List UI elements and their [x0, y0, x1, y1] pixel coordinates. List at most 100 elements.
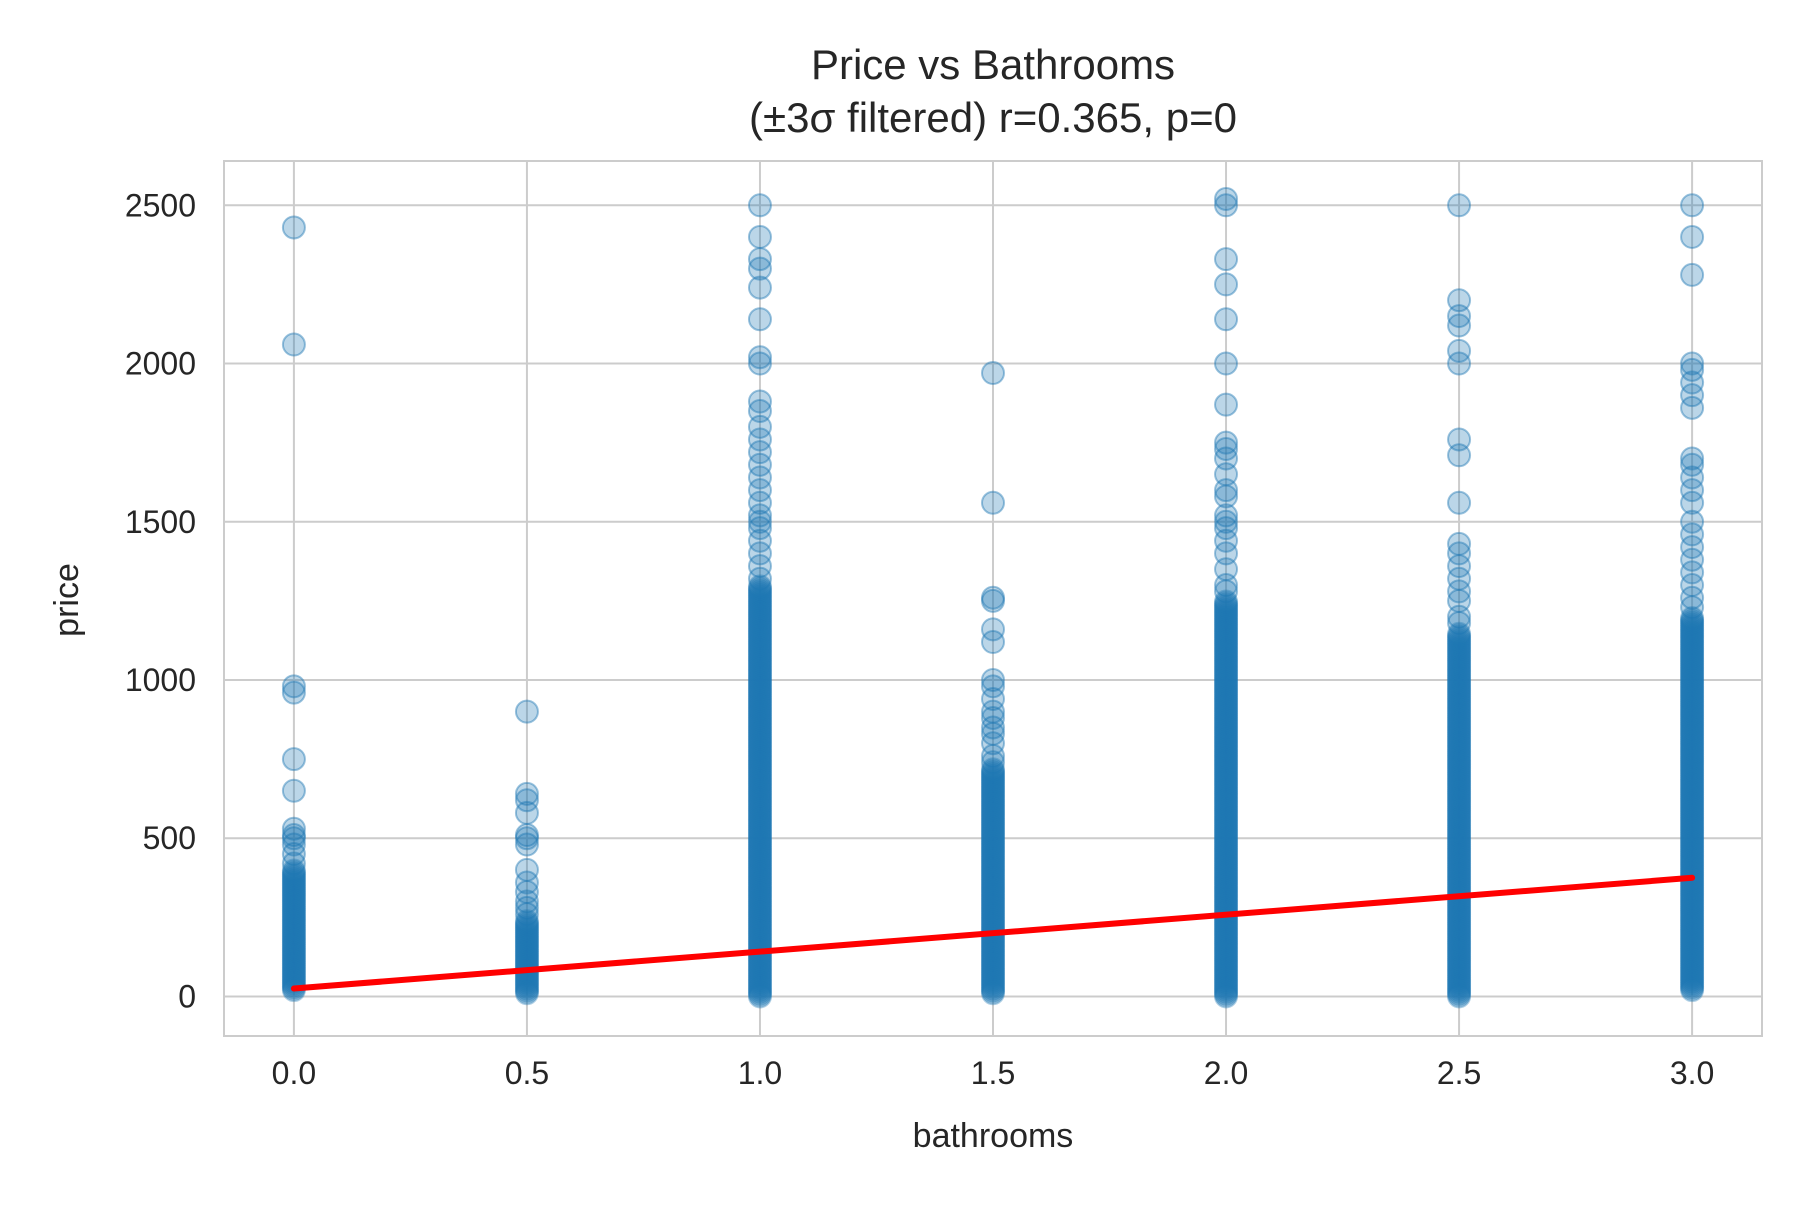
data-point [747, 902, 772, 927]
data-point [747, 758, 772, 783]
data-point [1214, 616, 1239, 641]
data-point [281, 823, 306, 848]
data-point [1680, 801, 1705, 826]
data-point [747, 627, 772, 652]
data-point [1680, 964, 1705, 989]
data-point [1680, 807, 1705, 832]
data-point [1680, 780, 1705, 805]
data-point [747, 619, 772, 644]
data-point [1214, 599, 1239, 623]
data-point [1447, 750, 1472, 775]
data-point [1214, 392, 1239, 417]
data-point [981, 667, 1005, 692]
data-point [514, 909, 539, 934]
data-point [981, 966, 1005, 991]
data-point [1214, 593, 1239, 618]
data-point [1680, 881, 1705, 906]
data-point [747, 868, 772, 893]
data-point [1447, 923, 1472, 948]
data-point [281, 869, 306, 894]
data-point [981, 971, 1005, 996]
data-point [281, 332, 306, 357]
data-point [981, 833, 1005, 858]
data-point [747, 853, 772, 878]
data-point [1214, 756, 1239, 781]
data-point [1680, 719, 1705, 744]
data-point [1680, 708, 1705, 733]
data-point [1214, 617, 1239, 642]
data-point [1214, 938, 1239, 963]
data-point [1447, 840, 1472, 865]
data-point [981, 855, 1005, 880]
data-point [747, 711, 772, 736]
data-point [1680, 905, 1705, 930]
data-point [981, 797, 1005, 822]
data-point [747, 836, 772, 861]
data-point [1214, 614, 1239, 639]
data-point [747, 971, 772, 996]
data-point [1447, 588, 1472, 613]
data-point [1214, 955, 1239, 980]
data-point [747, 256, 772, 281]
data-point [1680, 731, 1705, 756]
data-point [981, 956, 1005, 981]
data-point [281, 907, 306, 932]
data-point [981, 869, 1005, 894]
data-point [1680, 833, 1705, 858]
data-point [747, 490, 772, 515]
data-point [981, 960, 1005, 985]
data-point [1680, 945, 1705, 970]
data-point [1214, 646, 1239, 671]
data-point [1214, 695, 1239, 720]
data-point [1447, 800, 1472, 825]
data-point [1214, 925, 1239, 950]
data-point [1447, 646, 1472, 671]
data-point [1214, 878, 1239, 903]
data-point [1680, 976, 1705, 1001]
data-point [1680, 733, 1705, 758]
data-point [747, 963, 772, 988]
data-point [1214, 849, 1239, 874]
data-point [747, 834, 772, 859]
data-point [1214, 667, 1239, 692]
data-point [1680, 911, 1705, 936]
data-point [1447, 773, 1472, 798]
data-point [747, 193, 772, 218]
data-point [1447, 288, 1472, 313]
data-point [1447, 910, 1472, 935]
data-point [281, 919, 306, 944]
data-point [981, 802, 1005, 827]
data-point [1447, 655, 1472, 680]
data-point [1680, 664, 1705, 689]
data-point [281, 896, 306, 921]
data-point [514, 931, 539, 956]
data-point [747, 874, 772, 899]
data-point [1214, 885, 1239, 910]
data-point [514, 895, 539, 920]
data-point [981, 743, 1005, 768]
y-tick-label: 1500 [125, 504, 196, 540]
data-point [747, 652, 772, 677]
data-point [1447, 935, 1472, 960]
data-point [1680, 915, 1705, 940]
data-point [1214, 307, 1239, 332]
data-point [981, 721, 1005, 746]
data-point [1214, 750, 1239, 775]
data-point [1214, 823, 1239, 848]
data-point [1447, 864, 1472, 889]
data-point [1214, 272, 1239, 297]
data-point [1680, 841, 1705, 866]
data-point [747, 602, 772, 627]
data-point [1447, 635, 1472, 660]
data-point [1680, 826, 1705, 851]
data-point [747, 701, 772, 726]
data-point [981, 780, 1005, 805]
data-point [1447, 845, 1472, 870]
data-point [747, 832, 772, 857]
data-point [747, 635, 772, 660]
data-point [1214, 946, 1239, 971]
y-tick-label: 1000 [125, 662, 196, 698]
data-point [981, 840, 1005, 865]
data-point [747, 650, 772, 675]
data-point [981, 774, 1005, 799]
